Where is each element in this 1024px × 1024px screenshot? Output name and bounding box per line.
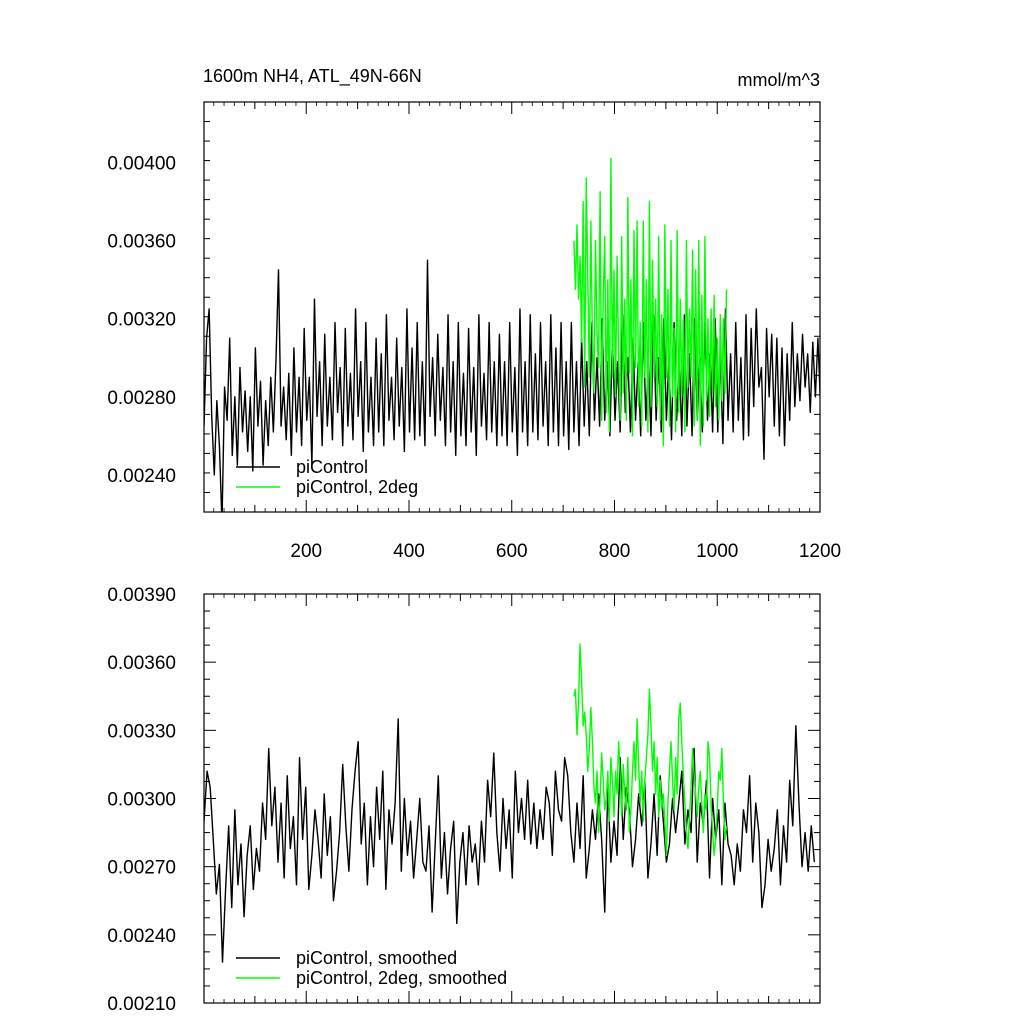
y-tick-label: 0.00280 bbox=[107, 388, 176, 409]
x-tick-label: 400 bbox=[393, 541, 425, 562]
y-tick-label: 0.00240 bbox=[107, 926, 176, 947]
series-line-picontrol bbox=[204, 259, 820, 512]
bottom-chart-panel: 0.00210 0.00240 0.00270 0.00300 0.00330 0.003… bbox=[107, 585, 821, 1015]
legend-label: piControl, 2deg, smoothed bbox=[296, 968, 507, 988]
y-tick-label: 0.00270 bbox=[107, 858, 176, 879]
top-chart-panel: 200 400 600 800 1000 1200 0.00240 0.00280 0.0032… bbox=[107, 101, 841, 562]
legend-label: piControl bbox=[296, 457, 368, 477]
y-tick-label: 0.00330 bbox=[107, 721, 176, 742]
y-tick-label: 0.00360 bbox=[107, 232, 176, 253]
x-tick-label: 600 bbox=[496, 541, 528, 562]
x-tick-label: 1000 bbox=[696, 541, 738, 562]
chart-title-left: 1600m NH4, ATL_49N-66N bbox=[203, 66, 422, 87]
y-tick-label: 0.00240 bbox=[107, 466, 176, 487]
x-tick-label: 200 bbox=[290, 541, 322, 562]
y-tick-label: 0.00400 bbox=[107, 154, 176, 175]
x-tick-label: 800 bbox=[599, 541, 631, 562]
y-tick-label: 0.00390 bbox=[107, 585, 176, 606]
y-tick-label: 0.00320 bbox=[107, 310, 176, 331]
y-tick-label: 0.00300 bbox=[107, 790, 176, 811]
series-line-picontrol bbox=[204, 718, 816, 963]
legend-label: piControl, smoothed bbox=[296, 948, 457, 968]
y-tick-label: 0.00360 bbox=[107, 653, 176, 674]
legend-label: piControl, 2deg bbox=[296, 477, 418, 497]
y-tick-label: 0.00210 bbox=[107, 994, 176, 1015]
x-tick-label: 1200 bbox=[799, 541, 841, 562]
plot-frame bbox=[203, 101, 821, 513]
plot-frame bbox=[203, 593, 821, 1004]
series-line-picontrol-2deg bbox=[573, 157, 728, 447]
chart-units-label: mmol/m^3 bbox=[738, 70, 820, 90]
series-line-picontrol-2deg bbox=[573, 643, 728, 857]
